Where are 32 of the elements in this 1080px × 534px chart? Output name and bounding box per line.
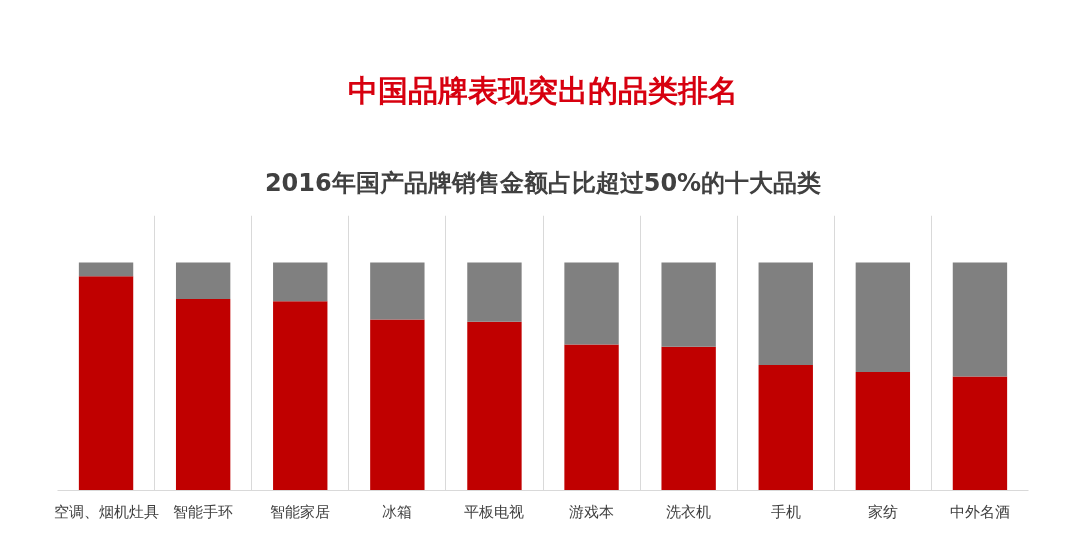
x-tick-label: 平板电视 — [464, 502, 525, 521]
x-tick-label: 智能家居 — [270, 502, 331, 521]
bar — [952, 262, 1008, 377]
chart-subtitle: 2016年国产品牌销售金额占比超过50%的十大品类 — [264, 168, 822, 197]
bar — [370, 319, 425, 491]
bar — [370, 262, 425, 320]
bar — [855, 371, 911, 491]
bar — [758, 365, 813, 491]
x-tick-label: 智能手环 — [173, 502, 234, 521]
x-tick-label: 游戏本 — [569, 502, 615, 521]
bar — [175, 262, 231, 299]
chart-title: 中国品牌表现突出的品类排名 — [348, 72, 738, 108]
bar — [467, 321, 522, 491]
bar — [467, 262, 522, 322]
bar — [273, 301, 328, 491]
x-tick-label: 中外名酒 — [949, 502, 1010, 521]
bar — [661, 346, 716, 491]
x-tick-label: 手机 — [770, 502, 801, 521]
x-tick-label: 空调、烟机灶具 — [53, 502, 159, 521]
bar — [175, 298, 231, 491]
bar — [661, 262, 716, 347]
x-tick-label: 家纺 — [867, 502, 898, 521]
bar — [78, 262, 134, 277]
bar — [952, 376, 1008, 491]
bar — [78, 276, 134, 491]
bar — [564, 262, 619, 345]
bar — [758, 262, 813, 366]
x-tick-label: 冰箱 — [382, 502, 413, 521]
bar — [564, 344, 619, 491]
bar — [273, 262, 328, 302]
bar — [855, 262, 911, 372]
x-tick-label: 洗衣机 — [666, 502, 712, 521]
